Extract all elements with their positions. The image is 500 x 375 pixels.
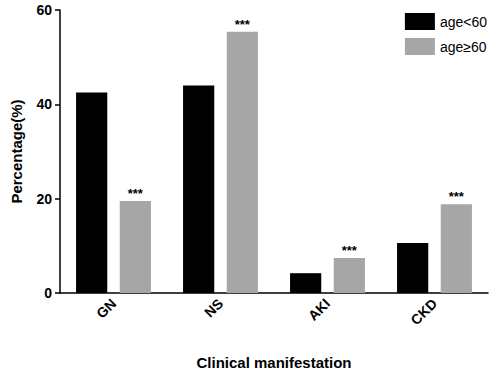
svg-text:0: 0 <box>44 285 52 301</box>
svg-text:60: 60 <box>36 2 52 18</box>
svg-text:***: *** <box>342 243 358 258</box>
svg-text:NS: NS <box>201 295 226 320</box>
svg-text:***: *** <box>235 17 251 32</box>
svg-text:age<60: age<60 <box>440 14 487 30</box>
svg-text:GN: GN <box>93 295 119 321</box>
svg-text:AKI: AKI <box>305 295 333 323</box>
svg-text:20: 20 <box>36 191 52 207</box>
svg-text:***: *** <box>128 186 144 201</box>
svg-text:Clinical manifestation: Clinical manifestation <box>196 354 351 371</box>
svg-text:40: 40 <box>36 96 52 112</box>
svg-text:***: *** <box>449 189 465 204</box>
svg-text:age≥60: age≥60 <box>440 39 487 55</box>
svg-text:Percentage(%): Percentage(%) <box>8 99 25 203</box>
svg-text:CKD: CKD <box>407 295 440 328</box>
